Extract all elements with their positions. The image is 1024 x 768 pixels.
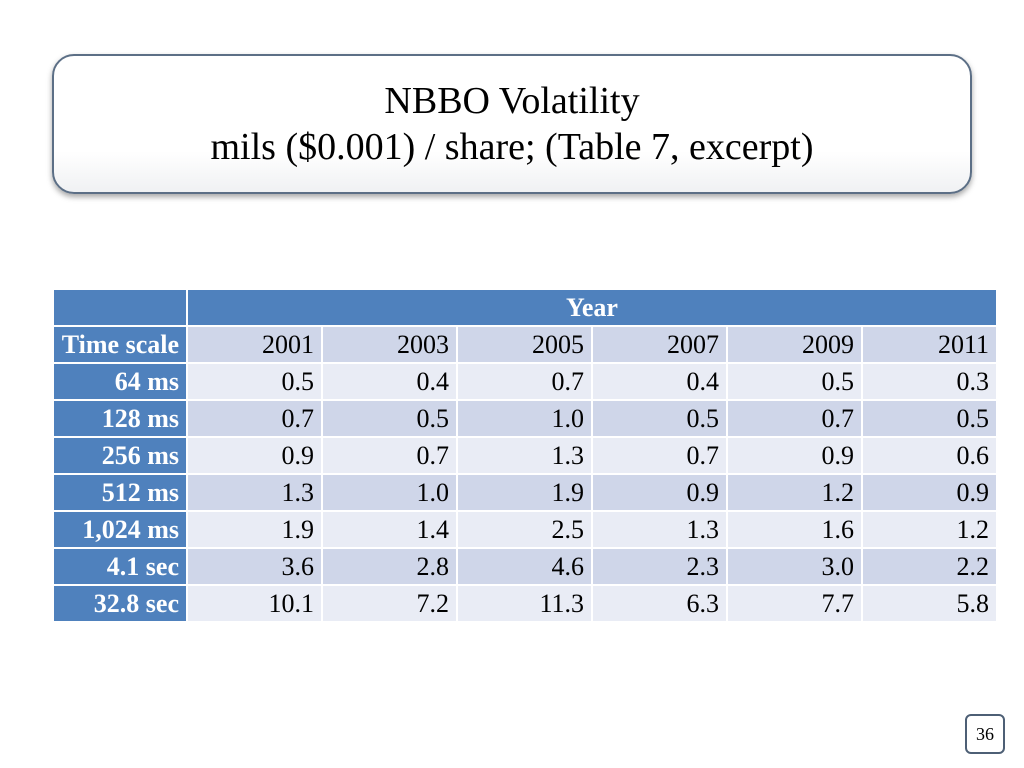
row-label: 256 ms [52, 436, 188, 475]
table-cell: 1.2 [726, 473, 863, 512]
page-number-badge: 36 [965, 714, 1005, 754]
year-header: 2007 [591, 325, 728, 364]
row-label: 32.8 sec [52, 584, 188, 623]
row-label: 128 ms [52, 399, 188, 438]
table-cell: 5.8 [861, 584, 998, 623]
table-cell: 0.9 [726, 436, 863, 475]
year-header: 2009 [726, 325, 863, 364]
table-cell: 10.1 [186, 584, 323, 623]
table-cell: 0.9 [186, 436, 323, 475]
table-cell: 0.3 [861, 362, 998, 401]
table-cell: 0.7 [726, 399, 863, 438]
table-cell: 1.0 [456, 399, 593, 438]
volatility-table: Year Time scale 2001 2003 2005 2007 2009… [52, 288, 998, 623]
table-cell: 4.6 [456, 547, 593, 586]
table-row: 128 ms 0.7 0.5 1.0 0.5 0.7 0.5 [52, 399, 998, 438]
table-row: 32.8 sec 10.1 7.2 11.3 6.3 7.7 5.8 [52, 584, 998, 623]
table-cell: 3.0 [726, 547, 863, 586]
slide-subtitle: mils ($0.001) / share; (Table 7, excerpt… [210, 126, 814, 168]
table-cell: 0.5 [591, 399, 728, 438]
time-scale-header: Time scale [52, 325, 188, 364]
slide-title: NBBO Volatility [384, 80, 640, 122]
table-row: 4.1 sec 3.6 2.8 4.6 2.3 3.0 2.2 [52, 547, 998, 586]
row-label: 512 ms [52, 473, 188, 512]
table-row: 256 ms 0.9 0.7 1.3 0.7 0.9 0.6 [52, 436, 998, 475]
year-header: 2005 [456, 325, 593, 364]
table-cell: 0.7 [456, 362, 593, 401]
table-cell: 1.3 [456, 436, 593, 475]
table-cell: 1.4 [321, 510, 458, 549]
table-cell: 1.3 [591, 510, 728, 549]
table-cell: 1.6 [726, 510, 863, 549]
table-cell: 11.3 [456, 584, 593, 623]
slide-title-box: NBBO Volatility mils ($0.001) / share; (… [52, 54, 972, 194]
table-column-header-row: Time scale 2001 2003 2005 2007 2009 2011 [52, 325, 998, 364]
page-number: 36 [976, 723, 994, 744]
table-cell: 0.5 [186, 362, 323, 401]
year-group-header: Year [186, 288, 998, 327]
table-cell: 2.3 [591, 547, 728, 586]
table-cell: 0.9 [861, 473, 998, 512]
table-cell: 1.9 [456, 473, 593, 512]
table-cell: 0.7 [321, 436, 458, 475]
table-cell: 7.7 [726, 584, 863, 623]
table-cell: 0.5 [861, 399, 998, 438]
table-row: 512 ms 1.3 1.0 1.9 0.9 1.2 0.9 [52, 473, 998, 512]
table-cell: 0.9 [591, 473, 728, 512]
row-label: 4.1 sec [52, 547, 188, 586]
table-cell: 0.5 [321, 399, 458, 438]
year-header: 2003 [321, 325, 458, 364]
row-label: 64 ms [52, 362, 188, 401]
table-cell: 0.7 [186, 399, 323, 438]
year-header: 2011 [861, 325, 998, 364]
row-label: 1,024 ms [52, 510, 188, 549]
table-cell: 0.5 [726, 362, 863, 401]
table-row: 64 ms 0.5 0.4 0.7 0.4 0.5 0.3 [52, 362, 998, 401]
table-group-header-row: Year [52, 288, 998, 327]
table-cell: 2.8 [321, 547, 458, 586]
table-cell: 7.2 [321, 584, 458, 623]
table-cell: 0.4 [321, 362, 458, 401]
table-corner-cell [52, 288, 188, 327]
table-cell: 6.3 [591, 584, 728, 623]
table-cell: 0.6 [861, 436, 998, 475]
table-cell: 2.2 [861, 547, 998, 586]
table-cell: 1.2 [861, 510, 998, 549]
year-header: 2001 [186, 325, 323, 364]
table-cell: 1.3 [186, 473, 323, 512]
table-cell: 3.6 [186, 547, 323, 586]
table-cell: 0.4 [591, 362, 728, 401]
table-cell: 2.5 [456, 510, 593, 549]
table-cell: 1.0 [321, 473, 458, 512]
table-cell: 1.9 [186, 510, 323, 549]
table-cell: 0.7 [591, 436, 728, 475]
table-row: 1,024 ms 1.9 1.4 2.5 1.3 1.6 1.2 [52, 510, 998, 549]
